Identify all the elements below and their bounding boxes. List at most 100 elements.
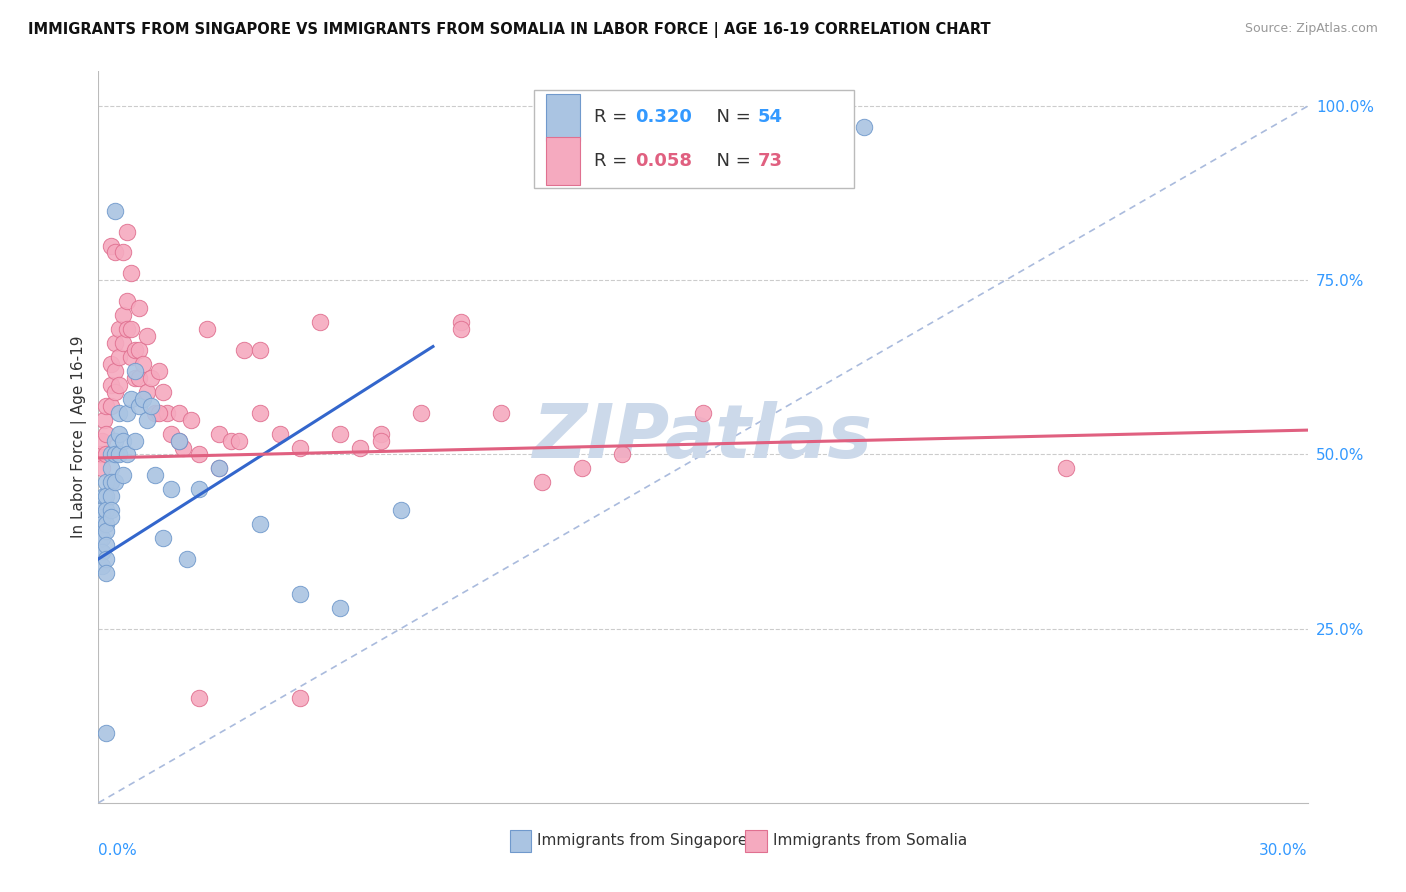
Text: 0.0%: 0.0% [98, 843, 138, 858]
Point [1054, 461, 1077, 475]
Text: 30.0%: 30.0% [1260, 843, 1308, 858]
Text: N =: N = [706, 108, 756, 127]
Point [132, 357, 155, 371]
Point [103, 245, 125, 260]
Text: Source: ZipAtlas.com: Source: ZipAtlas.com [1244, 22, 1378, 36]
Point [269, 426, 291, 441]
Point [100, 377, 122, 392]
Point [152, 384, 174, 399]
Point [128, 399, 150, 413]
Point [612, 448, 634, 462]
Point [107, 377, 129, 392]
Point [100, 461, 122, 475]
Point [370, 434, 392, 448]
Point [115, 225, 138, 239]
Point [124, 364, 146, 378]
Point [120, 350, 142, 364]
Point [100, 238, 122, 252]
Point [100, 448, 122, 462]
Point [91, 503, 114, 517]
Text: ZIPatlas: ZIPatlas [533, 401, 873, 474]
Point [96, 475, 118, 490]
Point [91, 434, 114, 448]
Point [91, 531, 114, 545]
Text: 73: 73 [758, 152, 782, 169]
Point [103, 364, 125, 378]
Text: N =: N = [706, 152, 756, 169]
Point [329, 600, 352, 615]
Point [692, 406, 714, 420]
Point [103, 336, 125, 351]
Point [152, 531, 174, 545]
Point [124, 434, 146, 448]
Point [143, 406, 166, 420]
Point [139, 399, 162, 413]
Point [100, 489, 122, 503]
Point [89, 531, 111, 545]
Point [853, 120, 876, 134]
Point [208, 461, 231, 475]
Point [96, 503, 118, 517]
Point [450, 315, 472, 329]
Bar [546, 137, 579, 185]
Point [91, 517, 114, 532]
Point [349, 441, 371, 455]
Point [115, 448, 138, 462]
Point [139, 371, 162, 385]
Point [389, 503, 412, 517]
Point [96, 448, 118, 462]
Point [195, 322, 218, 336]
Text: 0.058: 0.058 [636, 152, 692, 169]
Point [96, 426, 118, 441]
Point [89, 448, 111, 462]
Point [288, 441, 311, 455]
Point [188, 691, 211, 706]
Point [148, 364, 170, 378]
Point [107, 350, 129, 364]
Point [103, 434, 125, 448]
Point [124, 343, 146, 357]
Point [228, 434, 250, 448]
Point [128, 301, 150, 316]
Point [100, 510, 122, 524]
Point [120, 392, 142, 406]
Bar [745, 830, 768, 852]
Point [124, 371, 146, 385]
Point [91, 558, 114, 573]
Point [96, 399, 118, 413]
Point [103, 448, 125, 462]
Text: R =: R = [595, 152, 633, 169]
Point [167, 434, 190, 448]
Point [167, 406, 190, 420]
Point [450, 322, 472, 336]
Point [530, 475, 553, 490]
Point [232, 343, 254, 357]
Point [100, 357, 122, 371]
Point [111, 336, 134, 351]
Point [143, 468, 166, 483]
Point [111, 245, 134, 260]
Point [107, 322, 129, 336]
Point [249, 343, 271, 357]
Point [156, 406, 179, 420]
Point [111, 468, 134, 483]
Point [107, 426, 129, 441]
Text: Immigrants from Somalia: Immigrants from Somalia [773, 833, 967, 848]
Point [288, 691, 311, 706]
Point [160, 483, 183, 497]
Point [409, 406, 432, 420]
Point [491, 406, 513, 420]
Point [91, 461, 114, 475]
Point [128, 343, 150, 357]
Point [370, 426, 392, 441]
Point [103, 384, 125, 399]
Point [135, 384, 157, 399]
Point [249, 406, 271, 420]
Point [100, 475, 122, 490]
Bar [546, 94, 579, 141]
Text: IMMIGRANTS FROM SINGAPORE VS IMMIGRANTS FROM SOMALIA IN LABOR FORCE | AGE 16-19 : IMMIGRANTS FROM SINGAPORE VS IMMIGRANTS … [28, 22, 991, 38]
Point [111, 308, 134, 322]
Point [329, 426, 352, 441]
Point [93, 489, 115, 503]
Point [288, 587, 311, 601]
